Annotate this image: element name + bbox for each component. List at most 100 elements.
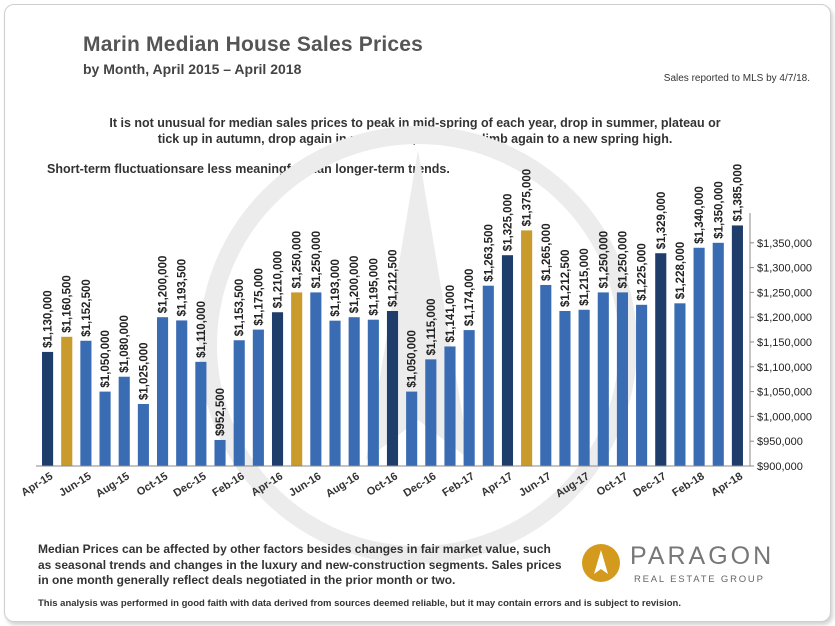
x-tick-label: Oct-16 bbox=[365, 470, 400, 498]
y-tick-label: $1,100,000 bbox=[757, 362, 812, 374]
y-tick-label: $1,050,000 bbox=[757, 387, 812, 399]
bar-label: $1,228,000 bbox=[675, 242, 687, 300]
bar-label: $1,115,000 bbox=[426, 298, 438, 355]
bar-apr-17 bbox=[501, 255, 514, 466]
bar-mar-18 bbox=[712, 242, 724, 466]
bar-label: $1,265,000 bbox=[541, 223, 553, 281]
bar-label: $1,141,000 bbox=[445, 285, 457, 343]
bar-label: $1,212,500 bbox=[388, 249, 400, 307]
x-tick-label: Jun-15 bbox=[57, 470, 93, 499]
bar-label: $1,385,000 bbox=[732, 164, 744, 222]
bar-sep-17 bbox=[597, 292, 609, 466]
bar-jan-17 bbox=[444, 346, 456, 466]
bar-label: $1,350,000 bbox=[713, 181, 725, 239]
bar-jan-16 bbox=[214, 439, 226, 466]
bar-may-15 bbox=[61, 336, 73, 466]
bar-nov-17 bbox=[636, 304, 648, 466]
x-tick-label: Oct-17 bbox=[595, 470, 630, 498]
bar-labels-group: $1,130,000 $1,160,500 $1,152,500 $1,050,000… bbox=[43, 164, 745, 436]
bar-label: $1,329,000 bbox=[656, 192, 668, 250]
bars-group bbox=[42, 225, 743, 466]
bar-jul-17 bbox=[559, 311, 571, 466]
bar-apr-18 bbox=[731, 225, 743, 466]
bar-dec-15 bbox=[195, 361, 207, 466]
footer-text: Median Prices can be affected by other f… bbox=[38, 542, 562, 587]
y-tick-label: $1,000,000 bbox=[757, 411, 812, 423]
x-tick-label: Feb-17 bbox=[440, 470, 476, 499]
bar-mar-16 bbox=[252, 329, 264, 466]
y-tick-label: $1,300,000 bbox=[757, 263, 812, 275]
x-tick-label: Apr-17 bbox=[479, 470, 515, 499]
bar-jun-17 bbox=[540, 284, 552, 466]
bar-jul-16 bbox=[329, 320, 341, 466]
bar-may-16 bbox=[291, 292, 303, 466]
bar-jul-15 bbox=[99, 391, 111, 466]
chart-subtitle: by Month, April 2015 – April 2018 bbox=[83, 61, 302, 77]
x-axis: Apr-15 Jun-15 Aug-15 Oct-15 Dec-15 Feb-16 Apr-… bbox=[19, 465, 750, 500]
chart-frame: Marin Median House Sales Prices by Month… bbox=[4, 4, 831, 622]
bar-feb-17 bbox=[463, 330, 475, 466]
trend-note: Short-term fluctuationsare less meaningf… bbox=[47, 162, 450, 176]
bar-label: $1,250,000 bbox=[598, 231, 610, 289]
bar-label: $1,193,500 bbox=[177, 259, 189, 317]
bar-label: $1,050,000 bbox=[100, 330, 112, 388]
bar-label: $1,050,000 bbox=[407, 330, 419, 388]
bar-label: $1,340,000 bbox=[694, 186, 706, 244]
logo-tagline: REAL ESTATE GROUP bbox=[634, 574, 765, 585]
y-tick-label: $1,350,000 bbox=[757, 238, 812, 250]
y-axis: $900,000 $950,000 $1,000,000 $1,050,000 $1,1… bbox=[749, 213, 812, 473]
bar-label: $1,212,500 bbox=[560, 249, 572, 307]
bar-mar-17 bbox=[482, 285, 494, 466]
x-tick-label: Dec-17 bbox=[631, 470, 668, 499]
bar-nov-15 bbox=[176, 320, 188, 466]
bar-label: $1,152,500 bbox=[81, 279, 93, 337]
bar-aug-17 bbox=[578, 309, 590, 466]
x-tick-label: Oct-15 bbox=[135, 470, 170, 498]
bar-feb-18 bbox=[693, 247, 705, 466]
bar-label: $1,250,000 bbox=[311, 231, 323, 289]
bar-label: $1,263,500 bbox=[483, 224, 495, 282]
x-tick-label: Dec-15 bbox=[172, 470, 209, 499]
bar-oct-16 bbox=[386, 311, 399, 466]
disclaimer: This analysis was performed in good fait… bbox=[38, 598, 681, 609]
bar-label: $1,080,000 bbox=[119, 315, 131, 373]
bar-label: $1,175,000 bbox=[253, 268, 265, 326]
bar-label: $1,375,000 bbox=[522, 169, 534, 227]
bar-label: $1,130,000 bbox=[43, 290, 55, 348]
bar-sep-16 bbox=[367, 319, 379, 466]
logo-name: PARAGON bbox=[630, 542, 775, 570]
bar-label: $1,160,500 bbox=[62, 275, 74, 333]
bar-label: $1,250,000 bbox=[292, 231, 304, 289]
x-tick-label: Aug-16 bbox=[324, 470, 362, 500]
bar-label: $1,215,000 bbox=[579, 248, 591, 306]
bar-label: $1,025,000 bbox=[138, 342, 150, 400]
bar-feb-16 bbox=[233, 340, 245, 466]
bar-jun-16 bbox=[310, 292, 322, 466]
bar-label: $1,110,000 bbox=[196, 301, 208, 358]
bar-label: $1,174,000 bbox=[464, 269, 476, 327]
bar-apr-15 bbox=[42, 351, 54, 466]
y-tick-label: $1,150,000 bbox=[757, 337, 812, 349]
bar-oct-17 bbox=[616, 292, 628, 466]
bar-dec-17 bbox=[655, 253, 667, 466]
bar-label: $1,225,000 bbox=[637, 243, 649, 301]
bar-label: $1,193,000 bbox=[330, 259, 342, 317]
bar-label: $1,250,000 bbox=[617, 231, 629, 289]
mls-note: Sales reported to MLS by 4/7/18. bbox=[663, 73, 810, 84]
bar-label: $1,325,000 bbox=[502, 194, 514, 252]
paragon-logo: PARAGON REAL ESTATE GROUP bbox=[582, 542, 812, 592]
x-tick-label: Aug-15 bbox=[94, 470, 132, 500]
bar-jun-15 bbox=[80, 340, 92, 466]
bar-label: $952,500 bbox=[215, 388, 227, 436]
paragon-logo-icon bbox=[582, 544, 620, 582]
x-tick-label: Apr-18 bbox=[709, 470, 745, 499]
bar-nov-16 bbox=[406, 391, 418, 466]
bar-label: $1,153,500 bbox=[234, 279, 246, 337]
bar-apr-16 bbox=[271, 312, 284, 466]
bar-label: $1,200,000 bbox=[349, 256, 361, 314]
bar-sep-15 bbox=[137, 404, 149, 466]
bar-may-17 bbox=[521, 230, 533, 466]
chart-title: Marin Median House Sales Prices bbox=[83, 33, 423, 56]
x-tick-label: Jun-16 bbox=[287, 470, 323, 499]
bar-label: $1,210,000 bbox=[273, 251, 285, 309]
